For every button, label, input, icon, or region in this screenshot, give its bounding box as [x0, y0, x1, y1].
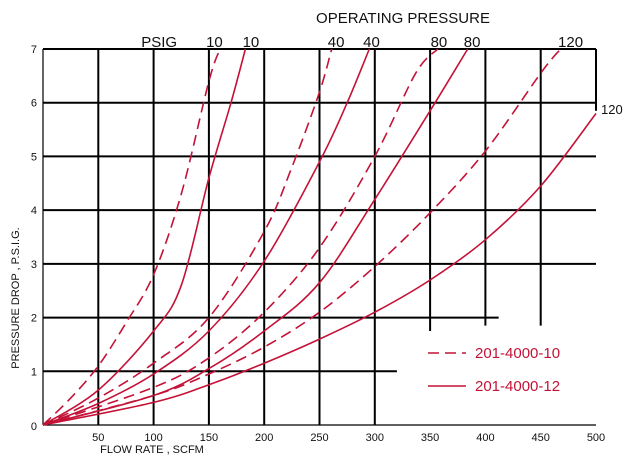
chart-title: OPERATING PRESSURE: [316, 10, 490, 27]
curve-dashed-80-psig: [42, 48, 439, 426]
y-tick-label: 1: [31, 366, 37, 378]
chart-grid: [42, 48, 597, 426]
right-pressure-label: 120: [601, 102, 623, 117]
curve-dashed-40-psig: [42, 48, 333, 426]
curve-dashed-10-psig: [42, 48, 221, 426]
x-tick-label: 500: [587, 432, 605, 444]
curve-dashed-120-psig: [42, 48, 562, 426]
x-tick-label: 250: [310, 432, 328, 444]
x-tick-label: 50: [92, 432, 104, 444]
y-tick-label: 6: [31, 98, 37, 110]
curve-solid-10-psig: [42, 48, 247, 426]
curve-solid-40-psig: [42, 48, 371, 426]
curve-solid-120-psig: [42, 113, 597, 426]
x-tick-label: 450: [532, 432, 550, 444]
x-tick-label: 300: [366, 432, 384, 444]
x-tick-label: 400: [476, 432, 494, 444]
curve-solid-80-psig: [42, 48, 469, 426]
top-pressure-label: PSIG: [141, 34, 177, 51]
y-tick-label: 3: [31, 259, 37, 271]
legend-label-solid: 201-4000-12: [475, 378, 560, 395]
x-axis-label: FLOW RATE , SCFM: [100, 444, 204, 455]
top-pressure-label: 40: [328, 34, 345, 51]
y-tick-label: 5: [31, 151, 37, 163]
y-axis-label: PRESSURE DROP , P.S.I.G.: [10, 227, 22, 368]
x-tick-label: 200: [255, 432, 273, 444]
top-pressure-label: 10: [206, 34, 223, 51]
top-pressure-label: 80: [464, 34, 481, 51]
top-pressure-label: 120: [558, 34, 583, 51]
top-pressure-label: 80: [431, 34, 448, 51]
x-tick-label: 100: [144, 432, 162, 444]
x-tick-label: 350: [421, 432, 439, 444]
top-pressure-label: 10: [243, 34, 260, 51]
chart-curves: [42, 48, 597, 426]
top-pressure-label: 40: [363, 34, 380, 51]
legend-label-dashed: 201-4000-10: [475, 345, 560, 362]
y-tick-label: 4: [31, 205, 37, 217]
y-tick-label: 7: [31, 44, 37, 56]
x-tick-label: 150: [200, 432, 218, 444]
y-tick-label: 2: [31, 313, 37, 325]
y-origin-label: 0: [31, 421, 37, 433]
legend: 201-4000-10 201-4000-12: [428, 345, 560, 395]
